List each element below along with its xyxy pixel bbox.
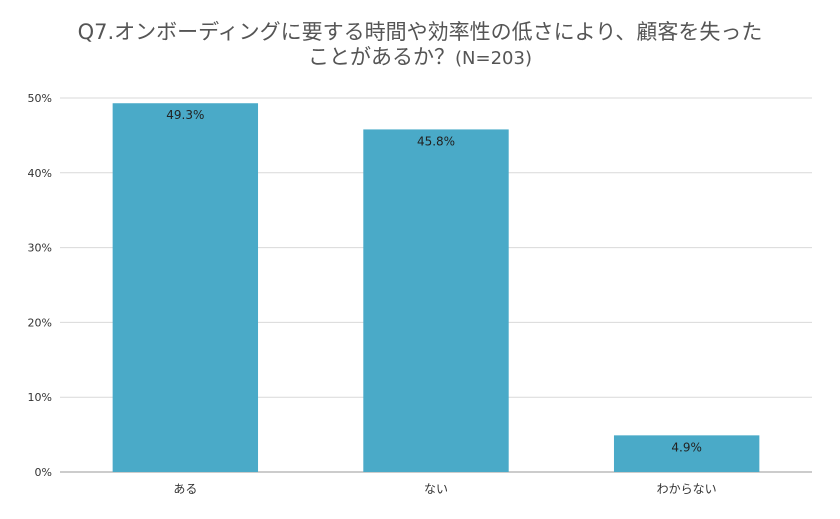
chart-title-sample-size: (N=203) — [455, 48, 532, 69]
chart-title-line2: ことがあるか？(N=203) — [0, 45, 840, 71]
x-axis-category-labels: ある ない わからない — [173, 482, 716, 496]
y-tick-label: 0% — [35, 466, 52, 479]
y-tick-label: 20% — [28, 316, 52, 329]
y-axis-tick-labels: 0% 10% 20% 30% 40% 50% — [28, 92, 52, 479]
data-label-2: 45.8% — [417, 134, 455, 148]
bar-1 — [112, 103, 259, 473]
category-label-1: ある — [173, 482, 197, 496]
data-label-1: 49.3% — [166, 108, 204, 122]
category-label-2: ない — [424, 482, 448, 496]
data-labels: 49.3% 45.8% 4.9% — [166, 108, 702, 454]
y-tick-label: 50% — [28, 92, 52, 105]
chart-title: Q7.オンボーディングに要する時間や効率性の低さにより、顧客を失った ことがある… — [0, 20, 840, 71]
bars — [112, 103, 760, 473]
category-label-3: わからない — [657, 482, 717, 496]
y-tick-label: 10% — [28, 391, 52, 404]
bar-3 — [613, 435, 760, 472]
data-label-3: 4.9% — [671, 440, 702, 454]
chart-title-line1: Q7.オンボーディングに要する時間や効率性の低さにより、顧客を失った — [77, 20, 763, 44]
y-tick-label: 40% — [28, 167, 52, 180]
y-tick-label: 30% — [28, 242, 52, 255]
bar-2 — [363, 129, 509, 472]
chart-title-question: ことがあるか？ — [308, 45, 456, 69]
